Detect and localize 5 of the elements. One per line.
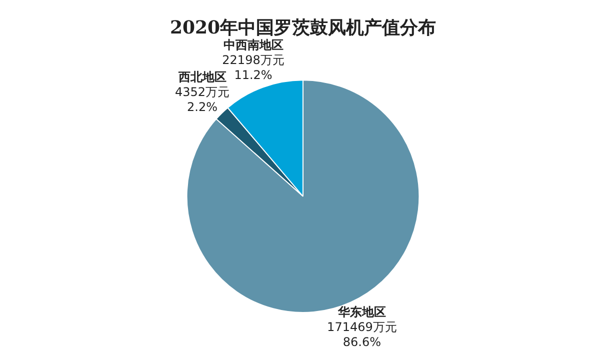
slice-label: 华东地区 [336, 305, 386, 320]
slice-label: 中西南地区 [223, 38, 284, 52]
data-label: 171469万元 86.6% [327, 320, 397, 350]
chart-title: 2020年中国罗茨鼓风机产值分布 [170, 17, 436, 38]
data-label: 4352万元 2.2% [174, 85, 230, 114]
